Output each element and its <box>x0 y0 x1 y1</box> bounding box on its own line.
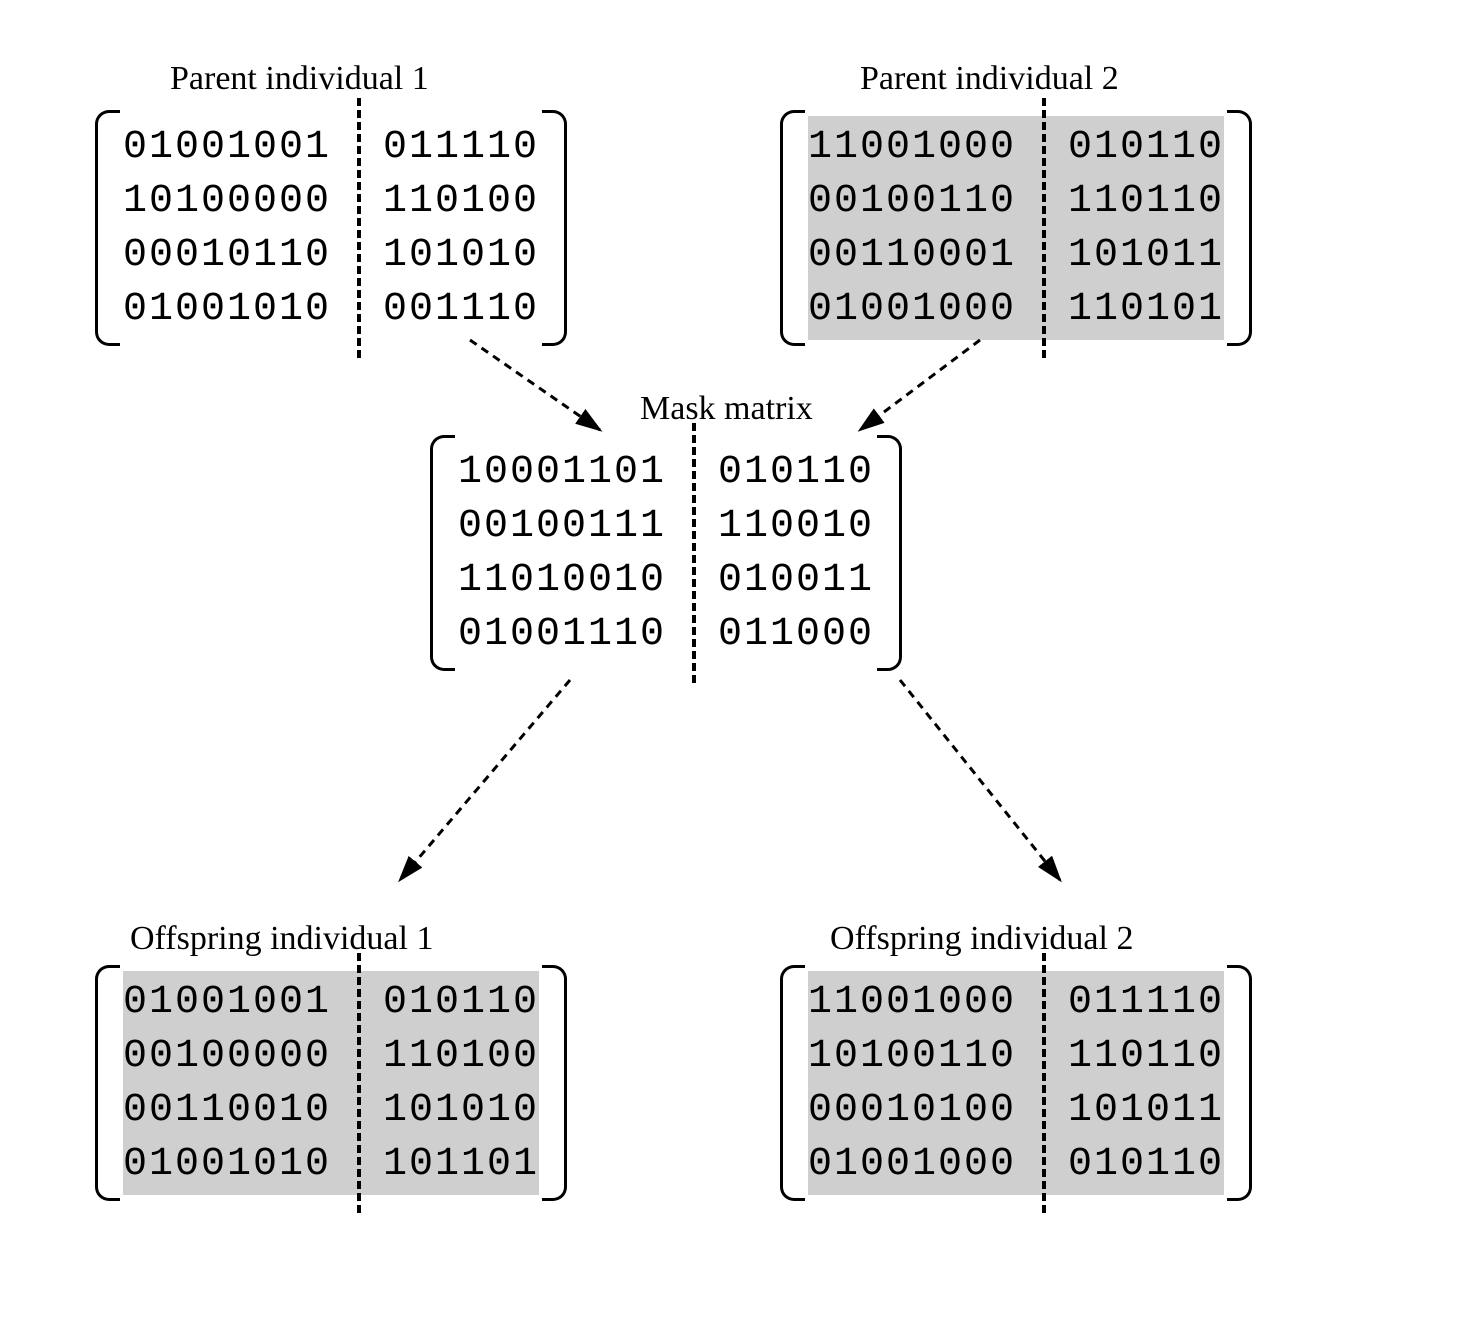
matrix-row: 01001001 010110 <box>123 975 539 1029</box>
matrix-row: 00100110 110110 <box>808 174 1224 228</box>
matrix-row: 11001000 011110 <box>808 975 1224 1029</box>
dashed-separator <box>1042 953 1046 1213</box>
parent2-matrix: 11001000 010110 00100110 110110 00110001 1… <box>780 110 1252 346</box>
bracket-left <box>780 965 805 1201</box>
matrix-row-text: 11010010 010011 <box>458 558 874 603</box>
matrix-row-text: 01001001 010110 <box>123 980 539 1025</box>
matrix-row: 11010010 010011 <box>458 553 874 607</box>
mask-label: Mask matrix <box>640 390 813 428</box>
parent2-label: Parent individual 2 <box>860 60 1119 98</box>
matrix-row-text: 01001000 010110 <box>808 1142 1224 1187</box>
matrix-row-text: 00010110 101010 <box>123 233 539 278</box>
off1-matrix: 01001001 010110 00100000 110100 00110010 1… <box>95 965 567 1201</box>
bracket-right <box>542 965 567 1201</box>
bracket-left <box>430 435 455 671</box>
p2-to-mask-arrow <box>860 340 980 430</box>
matrix-row: 01001110 011000 <box>458 607 874 661</box>
p1-to-mask-arrow <box>470 340 600 430</box>
matrix-row: 11001000 010110 <box>808 120 1224 174</box>
matrix-row-text: 00100111 110010 <box>458 504 874 549</box>
matrix-row: 01001001 011110 <box>123 120 539 174</box>
matrix-row-text: 10001101 010110 <box>458 450 874 495</box>
dashed-separator <box>357 953 361 1213</box>
off2-matrix: 11001000 011110 10100110 110110 00010100 1… <box>780 965 1252 1201</box>
matrix-row-text: 00110001 101011 <box>808 233 1224 278</box>
matrix-row: 00110010 101010 <box>123 1083 539 1137</box>
matrix-row: 00110001 101011 <box>808 228 1224 282</box>
mask-to-o1-arrow <box>400 680 570 880</box>
matrix-row: 00010100 101011 <box>808 1083 1224 1137</box>
matrix-row: 01001000 110101 <box>808 282 1224 336</box>
mask-to-o2-arrow <box>900 680 1060 880</box>
matrix-row: 10100110 110110 <box>808 1029 1224 1083</box>
off1-label: Offspring individual 1 <box>130 920 433 958</box>
matrix-row-text: 10100110 110110 <box>808 1034 1224 1079</box>
matrix-row: 00100111 110010 <box>458 499 874 553</box>
dashed-separator <box>1042 98 1046 358</box>
matrix-row-text: 01001000 110101 <box>808 287 1224 332</box>
matrix-row: 01001010 101101 <box>123 1137 539 1191</box>
matrix-row-text: 01001010 101101 <box>123 1142 539 1187</box>
matrix-row-text: 10100000 110100 <box>123 179 539 224</box>
matrix-row-text: 00100000 110100 <box>123 1034 539 1079</box>
matrix-row-text: 00100110 110110 <box>808 179 1224 224</box>
matrix-row-text: 11001000 011110 <box>808 980 1224 1025</box>
bracket-right <box>1227 965 1252 1201</box>
matrix-row: 01001010 001110 <box>123 282 539 336</box>
bracket-right <box>1227 110 1252 346</box>
bracket-left <box>95 110 120 346</box>
bracket-right <box>877 435 902 671</box>
mask-matrix: 10001101 010110 00100111 110010 11010010 0… <box>430 435 902 671</box>
matrix-row: 00100000 110100 <box>123 1029 539 1083</box>
parent1-matrix: 01001001 011110 10100000 110100 00010110 1… <box>95 110 567 346</box>
parent1-label: Parent individual 1 <box>170 60 429 98</box>
matrix-row: 10001101 010110 <box>458 445 874 499</box>
matrix-row: 10100000 110100 <box>123 174 539 228</box>
matrix-row-text: 00110010 101010 <box>123 1088 539 1133</box>
bracket-left <box>780 110 805 346</box>
matrix-row: 00010110 101010 <box>123 228 539 282</box>
dashed-separator <box>357 98 361 358</box>
matrix-row: 01001000 010110 <box>808 1137 1224 1191</box>
matrix-row-text: 11001000 010110 <box>808 125 1224 170</box>
off2-label: Offspring individual 2 <box>830 920 1133 958</box>
matrix-row-text: 00010100 101011 <box>808 1088 1224 1133</box>
matrix-row-text: 01001110 011000 <box>458 612 874 657</box>
matrix-row-text: 01001001 011110 <box>123 125 539 170</box>
bracket-left <box>95 965 120 1201</box>
matrix-row-text: 01001010 001110 <box>123 287 539 332</box>
dashed-separator <box>692 423 696 683</box>
bracket-right <box>542 110 567 346</box>
